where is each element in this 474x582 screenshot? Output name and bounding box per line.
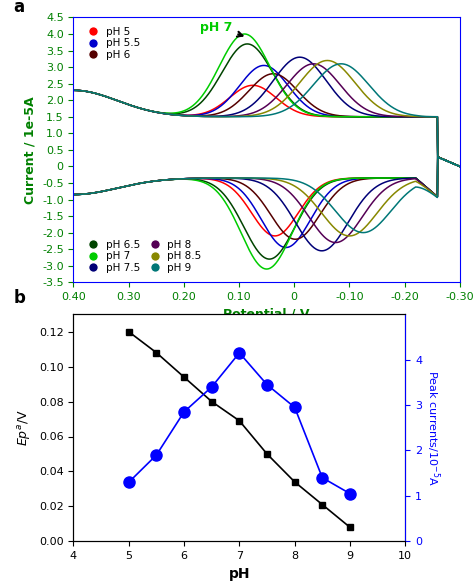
Text: a: a <box>14 0 25 16</box>
Y-axis label: Current / 1e-5A: Current / 1e-5A <box>23 96 36 204</box>
X-axis label: Potential / V: Potential / V <box>223 307 310 321</box>
Legend: pH 6.5, pH 7, pH 7.5, pH 8, pH 8.5, pH 9: pH 6.5, pH 7, pH 7.5, pH 8, pH 8.5, pH 9 <box>79 236 206 277</box>
Y-axis label: Peak currents/10$^{-5}$A: Peak currents/10$^{-5}$A <box>424 370 442 486</box>
X-axis label: pH: pH <box>228 566 250 580</box>
Text: b: b <box>14 289 26 307</box>
Text: pH 7: pH 7 <box>201 21 243 37</box>
Y-axis label: $Ep^a$/V: $Ep^a$/V <box>17 409 34 446</box>
